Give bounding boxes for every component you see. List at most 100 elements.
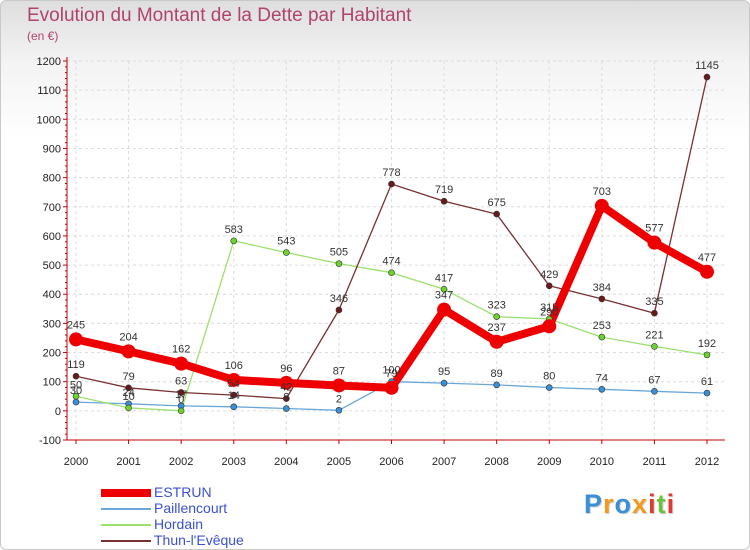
data-label: 8 bbox=[283, 392, 289, 404]
data-label: 87 bbox=[333, 365, 345, 377]
data-label: 119 bbox=[67, 359, 85, 371]
data-point bbox=[69, 332, 83, 347]
data-point bbox=[125, 404, 132, 412]
data-point bbox=[651, 343, 658, 350]
y-tick-label: 300 bbox=[43, 318, 61, 330]
data-point bbox=[72, 398, 80, 406]
data-label: 89 bbox=[491, 368, 503, 380]
legend-item-thun-leveque: Thun-l'Evêque bbox=[101, 532, 401, 549]
data-label: 474 bbox=[382, 256, 400, 268]
data-label: 106 bbox=[225, 360, 243, 372]
data-label: 162 bbox=[172, 344, 190, 356]
data-point bbox=[493, 210, 500, 218]
data-point bbox=[440, 379, 448, 387]
logo-letter: x bbox=[632, 489, 649, 519]
data-point bbox=[388, 180, 395, 188]
y-tick-label: 800 bbox=[43, 173, 61, 185]
y-tick-label: -100 bbox=[39, 435, 61, 447]
x-tick-label: 2001 bbox=[116, 456, 140, 468]
data-point bbox=[493, 313, 500, 320]
data-point bbox=[651, 309, 658, 317]
data-point bbox=[174, 356, 189, 371]
x-tick-label: 2003 bbox=[222, 456, 246, 468]
x-tick-label: 2002 bbox=[169, 456, 193, 468]
chart-title: Evolution du Montant de la Dette par Hab… bbox=[27, 5, 412, 26]
legend-swatch-estrun bbox=[101, 489, 151, 497]
data-point bbox=[125, 384, 132, 392]
series-points bbox=[69, 73, 714, 415]
y-tick-label: 700 bbox=[43, 202, 61, 214]
x-tick-label: 2005 bbox=[327, 456, 351, 468]
data-label: 290 bbox=[540, 306, 558, 318]
x-tick-label: 2008 bbox=[484, 456, 508, 468]
chart-subtitle: (en €) bbox=[27, 29, 59, 43]
data-label: 703 bbox=[593, 186, 611, 198]
data-label: 778 bbox=[382, 167, 400, 179]
data-label: 237 bbox=[487, 322, 505, 334]
logo-letter: i bbox=[666, 489, 676, 519]
data-point bbox=[230, 237, 238, 245]
y-tick-label: 1100 bbox=[37, 85, 61, 97]
data-point bbox=[440, 285, 448, 293]
data-point bbox=[594, 198, 609, 213]
y-tick-label: 100 bbox=[43, 377, 61, 389]
data-label: 100 bbox=[382, 365, 400, 377]
data-label: 505 bbox=[330, 247, 348, 259]
data-label: 80 bbox=[543, 371, 555, 383]
data-point bbox=[335, 406, 343, 414]
data-point bbox=[493, 381, 500, 389]
legend: ESTRUN Paillencourt Hordain Thun-l'Evêqu… bbox=[101, 484, 401, 549]
data-point bbox=[598, 333, 606, 341]
y-tick-label: 600 bbox=[43, 231, 61, 243]
data-label: 1145 bbox=[695, 60, 719, 72]
data-label: 95 bbox=[438, 366, 450, 378]
data-point bbox=[335, 260, 343, 267]
data-point bbox=[283, 405, 290, 412]
data-point bbox=[703, 73, 711, 81]
x-tick-label: 2012 bbox=[695, 456, 719, 468]
data-label: 384 bbox=[593, 282, 611, 294]
x-tick-label: 2000 bbox=[64, 456, 88, 468]
data-point bbox=[177, 407, 185, 415]
grid-lines bbox=[67, 60, 725, 441]
y-tick-label: 500 bbox=[43, 260, 61, 272]
data-label: 2 bbox=[336, 393, 342, 405]
data-point bbox=[283, 249, 290, 256]
data-label: 74 bbox=[596, 372, 608, 384]
legend-label: Paillencourt bbox=[154, 500, 228, 516]
data-point bbox=[279, 375, 294, 390]
x-tick-label: 2007 bbox=[432, 456, 456, 468]
x-tick-label: 2009 bbox=[537, 456, 561, 468]
data-label: 192 bbox=[698, 338, 716, 350]
y-tick-label: 900 bbox=[43, 143, 61, 155]
data-point bbox=[335, 306, 343, 314]
legend-swatch-hordain bbox=[101, 524, 151, 526]
data-label: 30 bbox=[70, 385, 82, 397]
data-label: 323 bbox=[487, 300, 505, 312]
data-point bbox=[331, 378, 346, 393]
data-point bbox=[283, 395, 290, 402]
data-point bbox=[388, 269, 395, 276]
data-point bbox=[72, 392, 80, 400]
data-point bbox=[440, 197, 448, 205]
data-point bbox=[598, 295, 606, 303]
data-label: 24 bbox=[122, 387, 134, 399]
data-point bbox=[384, 380, 399, 395]
data-label: 315 bbox=[540, 302, 558, 314]
logo-letter: i bbox=[648, 489, 657, 519]
data-label: 221 bbox=[645, 329, 663, 341]
legend-label: Thun-l'Evêque bbox=[154, 532, 244, 548]
data-point bbox=[545, 384, 553, 391]
logo-letter: P bbox=[584, 489, 604, 519]
data-label: 17 bbox=[175, 389, 187, 401]
data-point bbox=[489, 334, 504, 349]
data-point bbox=[542, 319, 557, 334]
legend-swatch-paillencourt bbox=[101, 508, 151, 510]
data-point bbox=[703, 351, 711, 359]
axes: -100010020030040050060070080090010001100… bbox=[37, 56, 725, 468]
y-tick-label: 200 bbox=[43, 348, 61, 360]
data-label: 417 bbox=[435, 272, 453, 284]
